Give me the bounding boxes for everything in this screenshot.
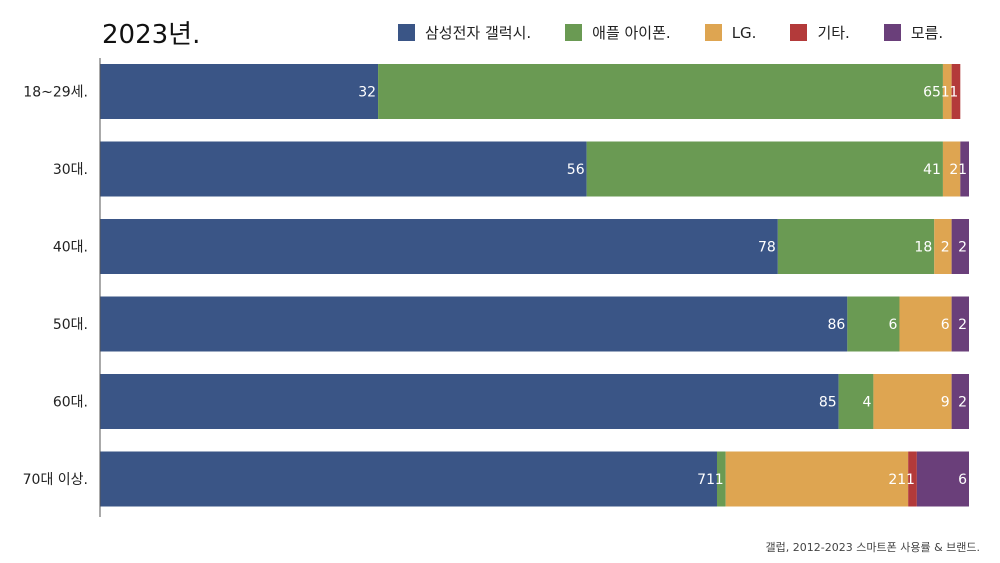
legend-item: 모름. xyxy=(883,22,944,43)
bar-segment xyxy=(100,141,587,197)
bar-segment xyxy=(725,451,909,507)
legend-label: LG. xyxy=(731,23,757,42)
legend-label: 삼성전자 갤럭시. xyxy=(425,24,532,42)
data-label: 85 xyxy=(819,395,837,411)
bar-segment xyxy=(847,296,900,352)
category-label: 18~29세. xyxy=(23,85,88,101)
category-label: 30대. xyxy=(53,162,88,178)
bar-segment xyxy=(916,451,969,507)
bar-segment xyxy=(838,374,874,429)
data-label: 2 xyxy=(958,317,967,333)
legend-item: LG. xyxy=(704,22,757,43)
data-label: 2 xyxy=(949,162,958,178)
data-label: 41 xyxy=(923,162,941,178)
bar-segment xyxy=(777,219,935,274)
data-label: 32 xyxy=(358,85,376,101)
legend-swatch xyxy=(565,24,583,41)
bar-segment xyxy=(100,219,778,274)
data-label: 2 xyxy=(958,395,967,411)
legend-swatch xyxy=(883,24,901,41)
source-note: 갤럽, 2012-2023 스마트폰 사용률 & 브랜드. xyxy=(765,541,980,554)
data-label: 86 xyxy=(828,317,846,333)
bar-segment xyxy=(100,296,848,352)
chart-title: 2023년. xyxy=(102,20,201,50)
bar-segment xyxy=(942,141,961,197)
bar-segment xyxy=(908,451,917,507)
data-label: 9 xyxy=(941,395,950,411)
data-label: 4 xyxy=(862,395,871,411)
bar-segment xyxy=(960,141,969,197)
bar-segment xyxy=(586,141,943,197)
category-label: 60대. xyxy=(53,395,88,411)
legend-swatch xyxy=(398,24,415,41)
data-label: 1 xyxy=(906,472,915,488)
legend: 삼성전자 갤럭시. 애플 아이폰. LG. 기타. 모름. xyxy=(398,22,977,43)
bar-segment xyxy=(100,451,717,507)
legend-label: 기타. xyxy=(817,24,850,42)
bar-segment xyxy=(951,64,961,119)
bar-segment xyxy=(934,219,952,274)
data-label: 21 xyxy=(888,472,906,488)
bar-segment xyxy=(942,64,952,119)
bar-segment xyxy=(716,451,726,507)
bar-segment xyxy=(873,374,952,429)
legend-item: 삼성전자 갤럭시. xyxy=(398,22,531,43)
data-label: 6 xyxy=(958,472,967,488)
data-label: 1 xyxy=(941,85,950,101)
bar-segment xyxy=(899,296,952,352)
data-label: 2 xyxy=(958,240,967,256)
bar-segment xyxy=(100,374,839,429)
category-label: 50대. xyxy=(53,317,88,333)
data-label: 6 xyxy=(889,317,898,333)
data-label: 56 xyxy=(567,162,585,178)
data-label: 1 xyxy=(715,472,724,488)
data-label: 1 xyxy=(958,162,967,178)
legend-label: 애플 아이폰. xyxy=(592,24,671,42)
data-label: 1 xyxy=(949,85,958,101)
bar-segment xyxy=(951,219,969,274)
bar-segment xyxy=(951,374,969,429)
category-label: 70대 이상. xyxy=(23,472,88,488)
legend-item: 기타. xyxy=(790,22,850,43)
data-label: 2 xyxy=(941,240,950,256)
data-label: 65 xyxy=(923,85,941,101)
category-label: 40대. xyxy=(53,240,88,256)
data-label: 18 xyxy=(914,240,932,256)
legend-swatch xyxy=(704,24,722,41)
data-label: 6 xyxy=(941,317,950,333)
legend-swatch xyxy=(790,24,808,41)
legend-label: 모름. xyxy=(910,24,944,42)
bar-segment xyxy=(378,64,943,119)
bar-segment xyxy=(100,64,379,119)
legend-item: 애플 아이폰. xyxy=(565,22,671,43)
data-label: 78 xyxy=(758,240,776,256)
data-label: 71 xyxy=(697,472,715,488)
bar-segment xyxy=(951,296,969,352)
